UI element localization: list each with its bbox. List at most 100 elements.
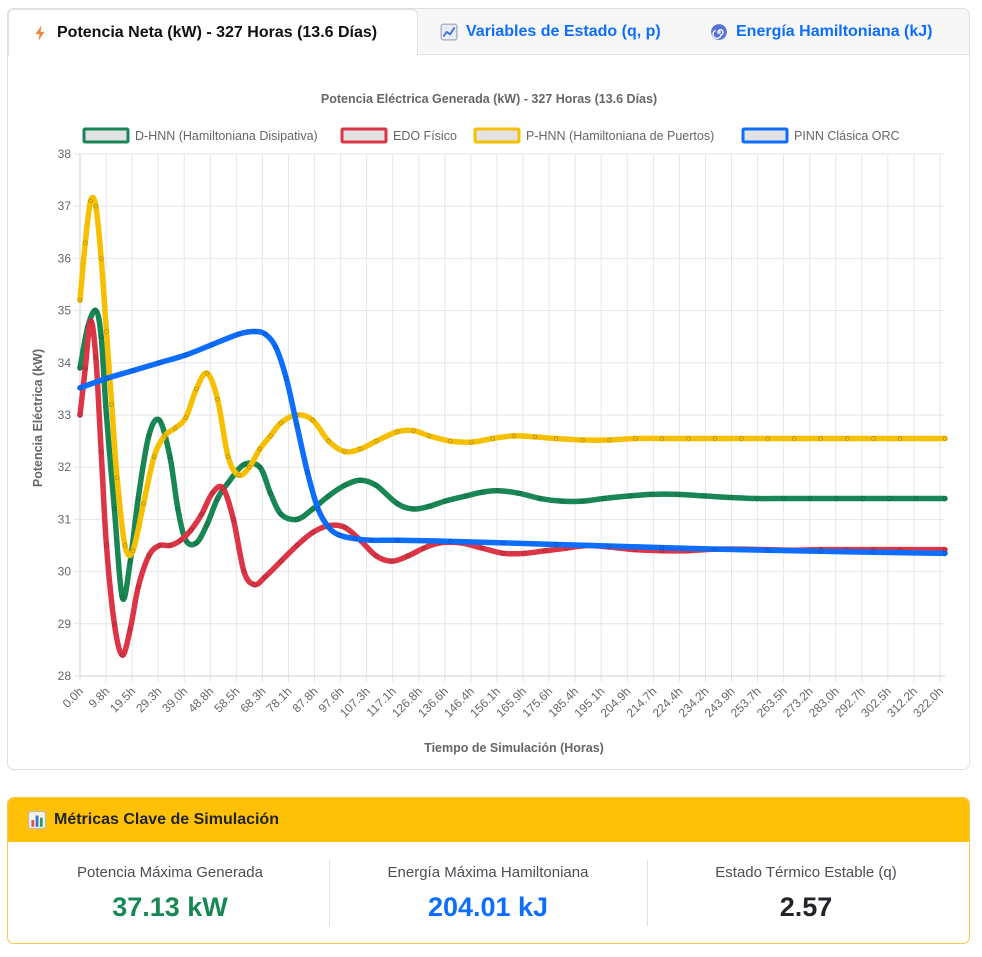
data-point bbox=[204, 522, 210, 527]
data-point bbox=[411, 506, 416, 512]
data-point bbox=[942, 551, 948, 556]
legend-swatch bbox=[473, 127, 521, 144]
data-point bbox=[495, 488, 501, 493]
data-point bbox=[818, 436, 823, 441]
legend-label: P-HNN (Hamiltoniana de Puertos) bbox=[526, 129, 714, 143]
y-tick-label: 35 bbox=[58, 304, 72, 318]
data-point bbox=[871, 550, 876, 555]
data-point bbox=[310, 418, 315, 423]
data-point bbox=[104, 376, 109, 381]
data-point bbox=[511, 433, 517, 439]
data-point bbox=[532, 434, 538, 440]
tab-label: Variables de Estado (q, p) bbox=[466, 23, 661, 40]
data-point bbox=[675, 492, 681, 497]
divider bbox=[647, 860, 648, 926]
tab-bar: Potencia Neta (kW) - 327 Horas (13.6 Día… bbox=[8, 9, 969, 56]
data-point bbox=[88, 318, 93, 324]
data-point bbox=[712, 546, 718, 552]
metrics-body: Potencia Máxima Generada 37.13 kW Energí… bbox=[8, 842, 969, 943]
y-tick-label: 32 bbox=[58, 460, 72, 474]
tab-potencia-neta[interactable]: Potencia Neta (kW) - 327 Horas (13.6 Día… bbox=[8, 9, 418, 56]
x-tick-label: 322.0h bbox=[910, 684, 946, 720]
data-point bbox=[128, 626, 133, 632]
data-point bbox=[284, 376, 289, 381]
data-point bbox=[765, 547, 770, 553]
data-point bbox=[268, 491, 273, 496]
data-point bbox=[294, 423, 300, 428]
legend-swatch bbox=[340, 127, 388, 144]
data-point bbox=[543, 548, 548, 553]
divider bbox=[329, 860, 330, 926]
data-point bbox=[236, 331, 241, 337]
metric-label: Estado Térmico Estable (q) bbox=[715, 864, 897, 881]
metric-potencia-maxima: Potencia Máxima Generada 37.13 kW bbox=[10, 842, 330, 943]
data-point bbox=[374, 483, 379, 488]
x-tick-label: 78.1h bbox=[263, 684, 294, 715]
data-point bbox=[342, 525, 347, 530]
data-point bbox=[606, 543, 612, 549]
data-point bbox=[395, 429, 400, 434]
data-point bbox=[421, 545, 427, 551]
data-point bbox=[633, 436, 638, 441]
data-point bbox=[104, 329, 109, 334]
y-tick-label: 38 bbox=[58, 147, 72, 161]
metric-value: 2.57 bbox=[779, 892, 833, 922]
metrics-card: Métricas Clave de Simulación Potencia Má… bbox=[7, 797, 970, 944]
data-point bbox=[294, 543, 300, 548]
data-point bbox=[194, 540, 199, 546]
data-point bbox=[405, 553, 411, 559]
data-point bbox=[268, 433, 273, 439]
data-point bbox=[686, 436, 691, 441]
data-point bbox=[157, 418, 162, 423]
data-point bbox=[411, 428, 416, 433]
data-point bbox=[215, 496, 220, 501]
data-point bbox=[326, 438, 331, 444]
legend-label: PINN Clásica ORC bbox=[794, 129, 900, 143]
data-point bbox=[887, 496, 892, 501]
data-point bbox=[210, 342, 215, 347]
data-point bbox=[128, 558, 133, 564]
tab-variables-estado[interactable]: Variables de Estado (q, p) bbox=[440, 9, 661, 55]
legend-label: EDO Físico bbox=[393, 129, 457, 143]
data-point bbox=[326, 493, 331, 499]
data-point bbox=[122, 543, 128, 548]
data-point bbox=[448, 539, 453, 544]
data-point bbox=[501, 540, 506, 546]
y-tick-label: 36 bbox=[58, 251, 72, 265]
series-line bbox=[77, 318, 948, 658]
y-tick-label: 33 bbox=[58, 408, 72, 422]
data-point bbox=[834, 496, 839, 501]
data-point bbox=[83, 240, 88, 245]
data-point bbox=[395, 501, 400, 506]
line-chart: Potencia Eléctrica Generada (kW) - 327 H… bbox=[31, 92, 948, 755]
data-point bbox=[257, 446, 263, 452]
data-point bbox=[606, 437, 612, 443]
y-tick-label: 29 bbox=[58, 617, 72, 631]
data-point bbox=[305, 470, 310, 475]
data-point bbox=[167, 543, 173, 548]
tab-energia-hamiltoniana[interactable]: Energía Hamiltoniana (kJ) bbox=[710, 9, 933, 55]
data-point bbox=[942, 436, 948, 441]
data-point bbox=[580, 437, 585, 443]
data-point bbox=[712, 436, 718, 441]
metrics-header: Métricas Clave de Simulación bbox=[8, 798, 969, 842]
data-point bbox=[77, 412, 83, 418]
data-point bbox=[342, 483, 347, 488]
y-axis-title: Potencia Eléctrica (kW) bbox=[31, 349, 45, 487]
data-point bbox=[83, 365, 88, 371]
data-point bbox=[553, 542, 559, 547]
data-point bbox=[374, 553, 379, 559]
data-point bbox=[553, 436, 559, 441]
legend-label: D-HNN (Hamiltoniana Disipativa) bbox=[135, 129, 318, 143]
data-point bbox=[442, 498, 448, 504]
data-point bbox=[942, 496, 948, 501]
y-tick-label: 31 bbox=[58, 512, 72, 526]
data-point bbox=[130, 368, 136, 373]
x-tick-label: 19.5h bbox=[107, 684, 138, 715]
data-point bbox=[120, 595, 125, 600]
series-2 bbox=[77, 194, 948, 559]
data-point bbox=[225, 454, 231, 459]
metric-energia-maxima: Energía Máxima Hamiltoniana 204.01 kJ bbox=[328, 842, 648, 943]
data-point bbox=[104, 543, 109, 548]
